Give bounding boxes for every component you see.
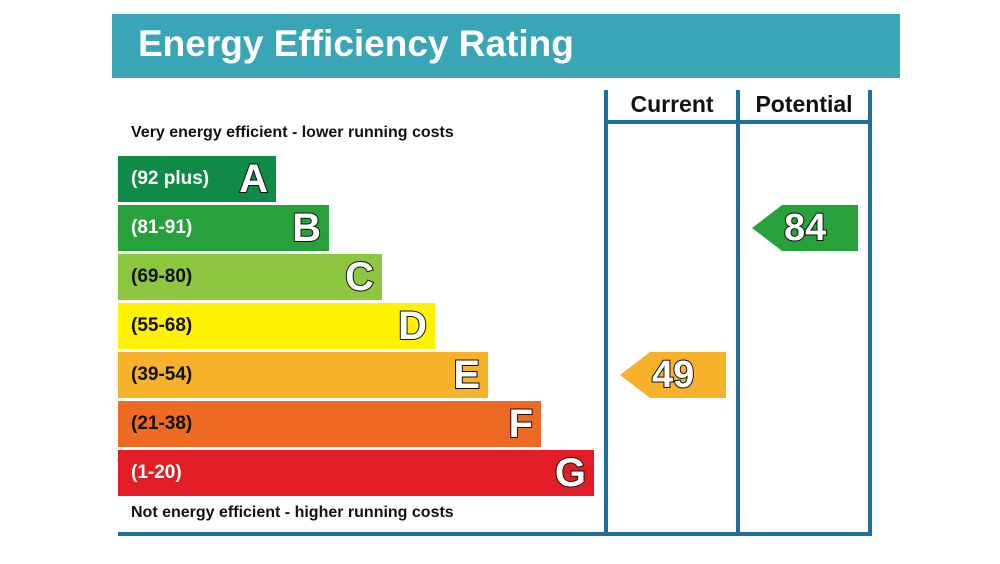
band-letter: D [397,303,428,349]
band-range-label: (55-68) [131,315,193,336]
top-note: Very energy efficient - lower running co… [131,124,454,141]
column-divider-middle [736,90,740,536]
band-b: (81-91) B [118,205,329,251]
band-letter: E [452,352,481,398]
potential-rating-arrow-shape [752,205,858,251]
band-range-label: (92 plus) [131,168,210,189]
band-letter: F [508,401,534,447]
band-d: (55-68) D [118,303,435,349]
bottom-rule [118,532,872,536]
band-g: (1-20) G [118,450,594,496]
band-range-label: (69-80) [131,266,193,287]
band-letter: A [238,156,269,202]
band-range-label: (39-54) [131,364,193,385]
band-f: (21-38) F [118,401,541,447]
band-e: (39-54) E [118,352,488,398]
column-divider-left [604,90,608,536]
bottom-note: Not energy efficient - higher running co… [131,504,454,521]
column-header-current: Current [630,91,714,117]
current-rating-value: 49 [651,353,695,397]
band-letter: C [344,254,375,300]
current-rating-arrow-shape [620,352,726,398]
band-letter: G [554,450,587,496]
band-range-label: (81-91) [131,217,193,238]
header-underline [604,120,872,124]
band-letter: B [291,205,322,251]
column-divider-right [868,90,872,536]
band-c: (69-80) C [118,254,382,300]
potential-rating-value: 84 [783,206,827,250]
band-range-label: (21-38) [131,413,193,434]
potential-arrow-polygon [752,205,858,251]
band-a: (92 plus) A [118,156,276,202]
current-rating-arrow: 49 [620,352,726,403]
band-range-label: (1-20) [131,462,182,483]
chart-title: Energy Efficiency Rating [138,23,574,64]
column-header-potential: Potential [755,91,853,117]
current-arrow-polygon [620,352,726,398]
potential-rating-arrow: 84 [752,205,858,256]
title-bar: Energy Efficiency Rating [112,14,900,78]
